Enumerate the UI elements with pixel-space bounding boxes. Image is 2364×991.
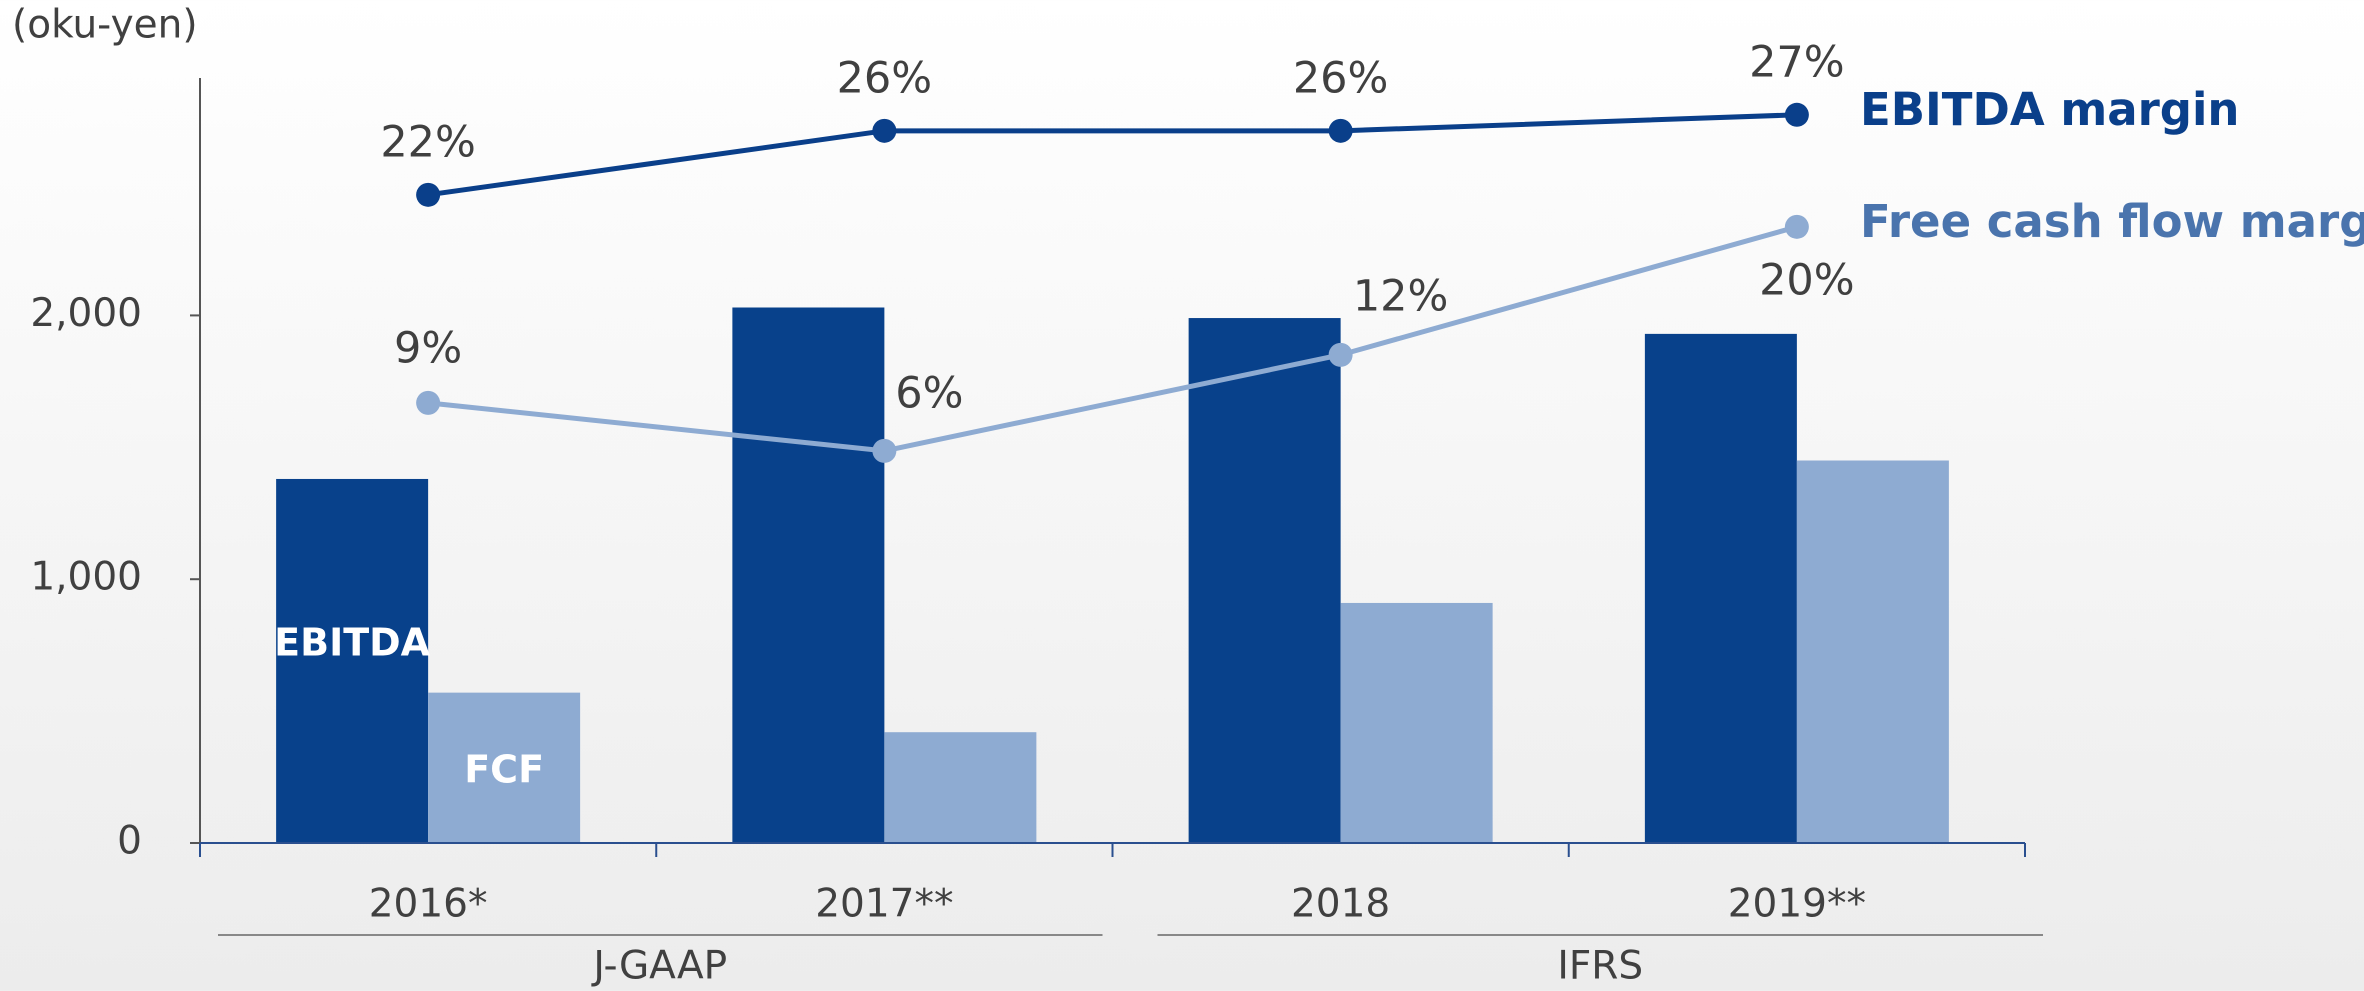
line (427, 112, 1797, 198)
bar (1796, 460, 1949, 843)
bar (1340, 602, 1493, 843)
data-label: 22% (380, 117, 476, 167)
bar-series-label: EBITDA (274, 621, 431, 665)
bar (428, 692, 581, 843)
data-label: 6% (895, 368, 963, 418)
group-label: IFRS (1557, 944, 1643, 989)
bar (1188, 318, 1341, 843)
line-point (416, 182, 441, 207)
bar-series-label: FCF (464, 748, 544, 792)
line-point (1784, 102, 1809, 127)
y-tick-label: 0 (117, 819, 142, 864)
line-point (416, 390, 441, 415)
legend-label: EBITDA margin (1860, 83, 2239, 136)
data-label: 9% (394, 323, 462, 373)
y-tick-label: 1,000 (30, 555, 142, 600)
line (427, 224, 1798, 454)
y-tick-label: 2,000 (30, 291, 142, 336)
legend-label: Free cash flow margin (1860, 195, 2364, 248)
line-point (1784, 214, 1809, 239)
data-label: 20% (1759, 255, 1855, 305)
data-label: 27% (1749, 37, 1845, 87)
y-axis-label: (oku-yen) (12, 3, 198, 48)
x-tick-label: 2017** (815, 882, 953, 927)
group-label: J-GAAP (590, 944, 727, 989)
x-tick-label: 2016* (369, 882, 488, 927)
line-point (1328, 118, 1353, 143)
line-point (872, 438, 897, 463)
bar (276, 478, 429, 843)
x-tick-label: 2018 (1291, 882, 1390, 927)
bar (884, 732, 1037, 843)
line-point (872, 118, 897, 143)
data-label: 26% (1293, 53, 1389, 103)
data-label: 26% (837, 53, 933, 103)
data-label: 12% (1353, 271, 1449, 321)
x-tick-label: 2019** (1728, 882, 1866, 927)
line-point (1328, 342, 1353, 367)
bar (1644, 333, 1797, 843)
bar (732, 307, 885, 843)
